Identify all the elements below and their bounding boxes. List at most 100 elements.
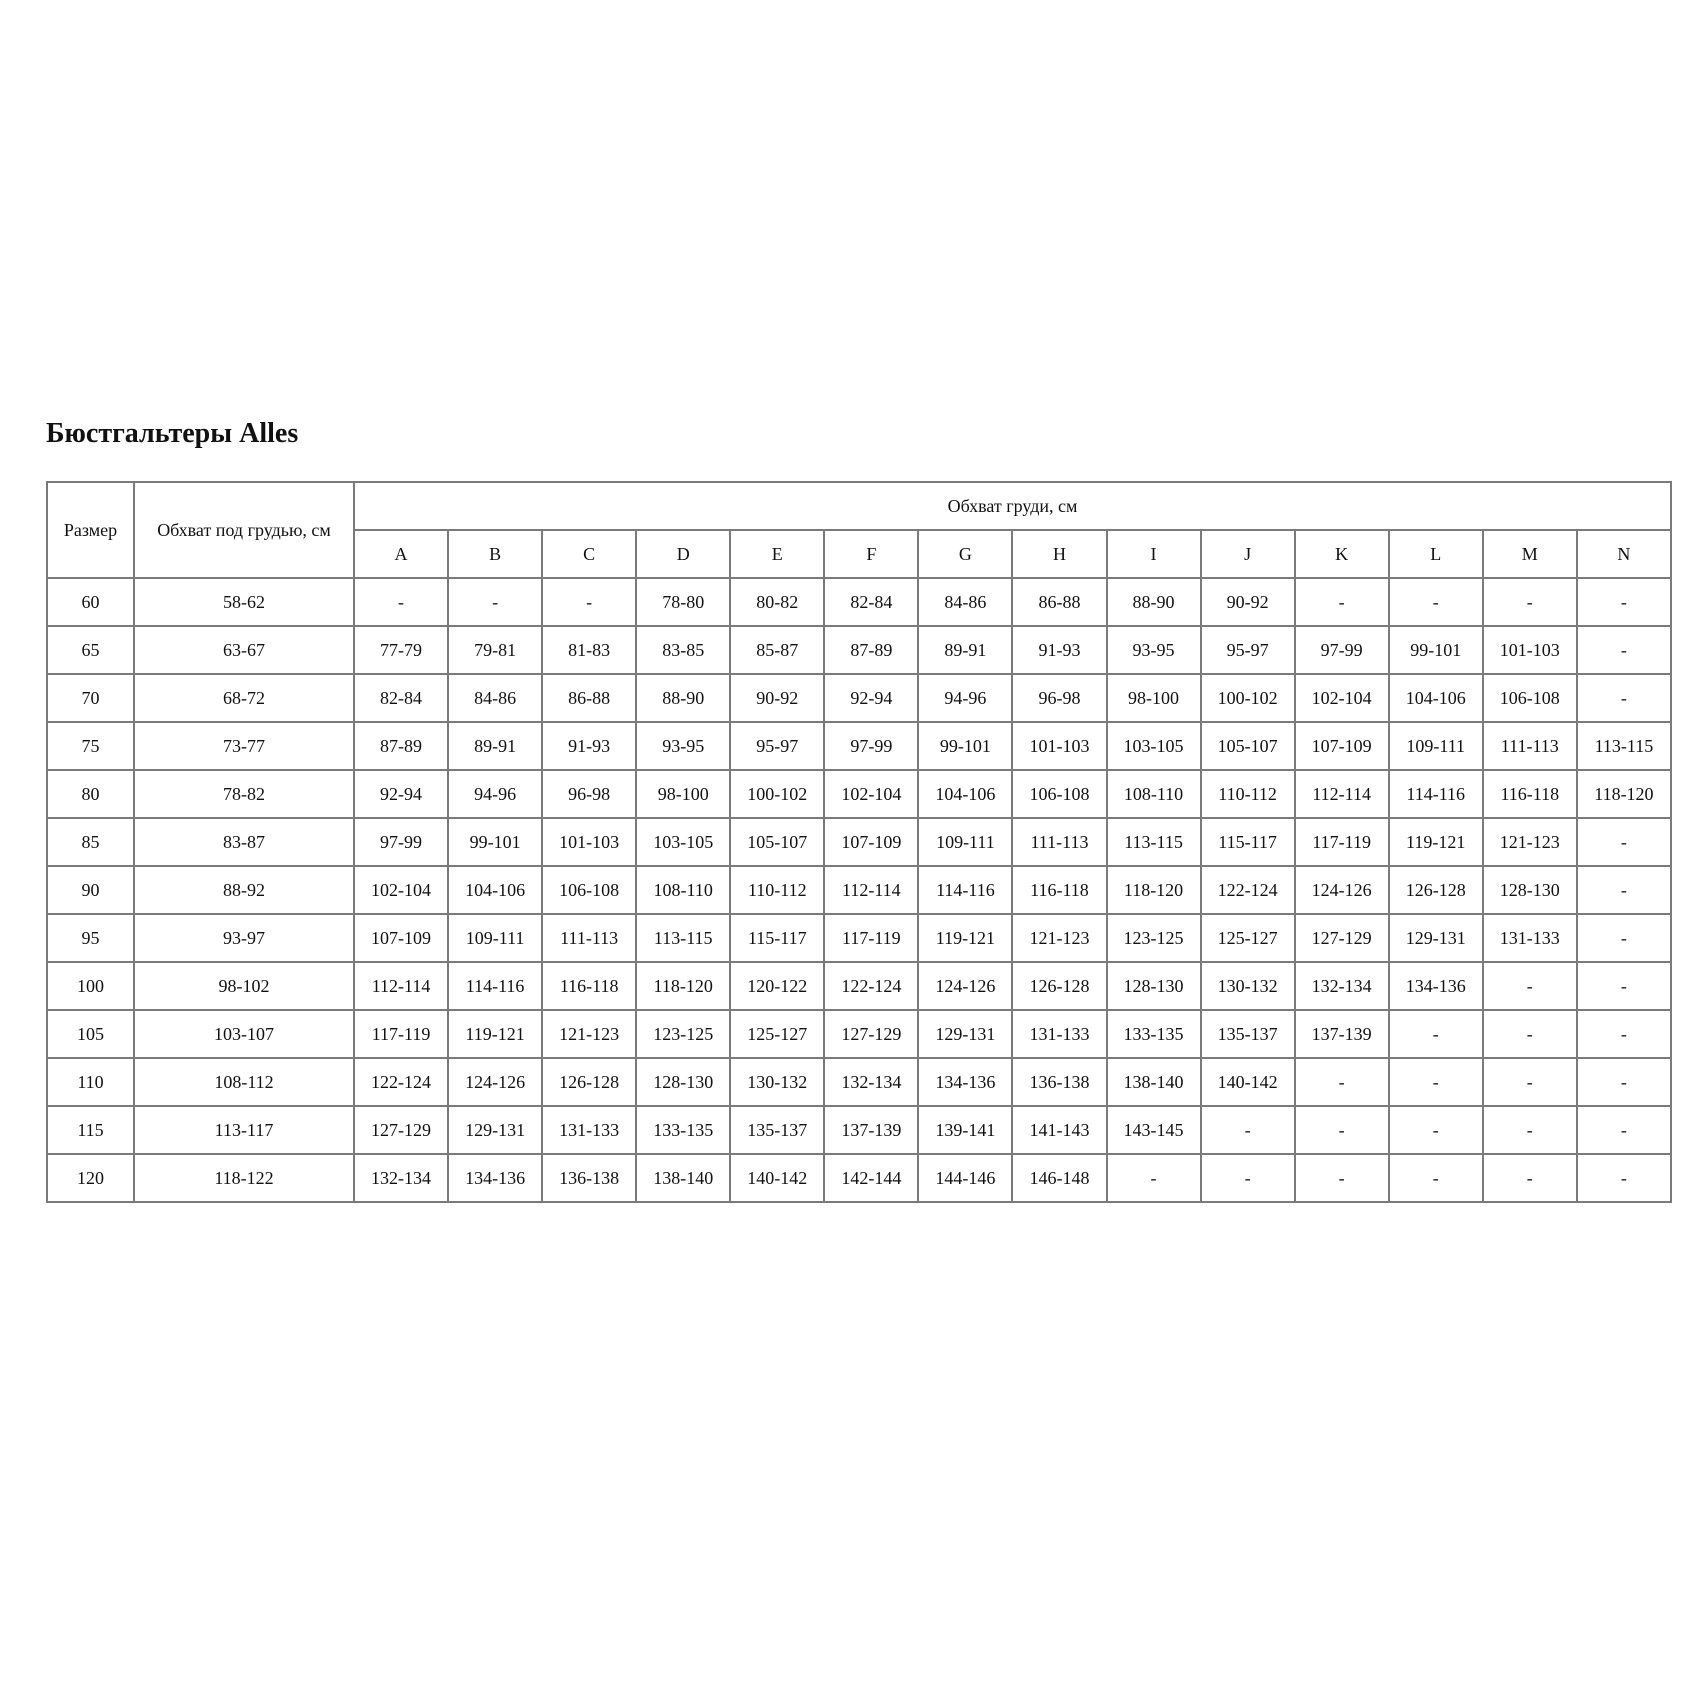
bust-cell: 84-86 (447, 673, 544, 723)
bust-cell: 89-91 (917, 625, 1014, 675)
size-cell: 90 (46, 865, 135, 915)
bust-cell: 92-94 (352, 769, 450, 819)
bust-cell: 78-80 (635, 577, 732, 627)
size-cell: 75 (46, 721, 135, 771)
size-cell: 60 (46, 577, 135, 627)
header-cup: K (1293, 529, 1390, 579)
bust-cell: 83-85 (635, 625, 732, 675)
underbust-cell: 113-117 (133, 1105, 355, 1155)
table-row: 85 83-87 97-99 99-101 101-103 103-105 105-107 1… (46, 817, 1673, 867)
header-cup: I (1105, 529, 1202, 579)
bust-cell: 132-134 (352, 1153, 450, 1203)
header-cup: E (729, 529, 826, 579)
bust-cell: 113-115 (635, 913, 732, 963)
bust-cell: 135-137 (1199, 1009, 1296, 1059)
header-cup: D (635, 529, 732, 579)
bust-cell: 97-99 (823, 721, 920, 771)
bust-cell: 121-123 (541, 1009, 638, 1059)
table-row: 120 118-122 132-134 134-136 136-138 138-140 14… (46, 1153, 1673, 1203)
bust-cell: 123-125 (635, 1009, 732, 1059)
bust-cell: 104-106 (1387, 673, 1484, 723)
bust-cell: 122-124 (1199, 865, 1296, 915)
header-cup: C (541, 529, 638, 579)
bust-cell: 137-139 (823, 1105, 920, 1155)
bust-cell: 138-140 (1105, 1057, 1202, 1107)
table-row: 70 68-72 82-84 84-86 86-88 88-90 90-92 92-94 94-… (46, 673, 1673, 723)
bust-cell: - (1575, 577, 1673, 627)
size-table: Размер Обхват под грудью, см Обхват груд… (46, 481, 1673, 1203)
bust-cell: 127-129 (1293, 913, 1390, 963)
bust-cell: 116-118 (541, 961, 638, 1011)
bust-cell: 111-113 (1011, 817, 1108, 867)
bust-cell: - (1199, 1153, 1296, 1203)
bust-cell: 97-99 (1293, 625, 1390, 675)
underbust-cell: 58-62 (133, 577, 355, 627)
bust-cell: 128-130 (1481, 865, 1578, 915)
bust-cell: 116-118 (1481, 769, 1578, 819)
bust-cell: 142-144 (823, 1153, 920, 1203)
table-row: 65 63-67 77-79 79-81 81-83 83-85 85-87 87-89 89-… (46, 625, 1673, 675)
bust-cell: - (1481, 1153, 1578, 1203)
bust-cell: - (1575, 961, 1673, 1011)
bust-cell: 133-135 (635, 1105, 732, 1155)
size-cell: 100 (46, 961, 135, 1011)
table-row: 60 58-62- - -78-80 80-82 82-84 84-86 86-88 88-90… (46, 577, 1673, 627)
bust-cell: - (1293, 1105, 1390, 1155)
bust-cell: 119-121 (447, 1009, 544, 1059)
bust-cell: - (1293, 1153, 1390, 1203)
bust-cell: - (1575, 865, 1673, 915)
bust-cell: 92-94 (823, 673, 920, 723)
table-row: 90 88-92 102-104 104-106 106-108 108-110 110-1… (46, 865, 1673, 915)
bust-cell: 113-115 (1105, 817, 1202, 867)
underbust-cell: 118-122 (133, 1153, 355, 1203)
bust-cell: 98-100 (1105, 673, 1202, 723)
bust-cell: 133-135 (1105, 1009, 1202, 1059)
bust-cell: 136-138 (1011, 1057, 1108, 1107)
bust-cell: 115-117 (1199, 817, 1296, 867)
bust-cell: 111-113 (1481, 721, 1578, 771)
bust-cell: 103-105 (635, 817, 732, 867)
table-row: 80 78-82 92-94 94-96 96-98 98-100 100-102 102-1… (46, 769, 1673, 819)
bust-cell: 132-134 (823, 1057, 920, 1107)
bust-cell: 139-141 (917, 1105, 1014, 1155)
bust-cell: 88-90 (1105, 577, 1202, 627)
bust-cell: 94-96 (447, 769, 544, 819)
bust-cell: - (1481, 1057, 1578, 1107)
bust-cell: 129-131 (1387, 913, 1484, 963)
bust-cell: 136-138 (541, 1153, 638, 1203)
bust-cell: - (541, 577, 638, 627)
bust-cell: 134-136 (447, 1153, 544, 1203)
header-row: Размер Обхват под грудью, см Обхват груд… (46, 481, 1672, 579)
table-row: 100 98-102 112-114 114-116 116-118 118-120 120… (46, 961, 1673, 1011)
bust-cell: 124-126 (917, 961, 1014, 1011)
bust-cell: 130-132 (1199, 961, 1296, 1011)
bust-cell: 113-115 (1575, 721, 1673, 771)
bust-cell: 102-104 (352, 865, 450, 915)
bust-cell: - (1575, 1009, 1673, 1059)
bust-cell: 109-111 (917, 817, 1014, 867)
underbust-cell: 63-67 (133, 625, 355, 675)
bust-cell: 112-114 (823, 865, 920, 915)
bust-cell: 97-99 (352, 817, 450, 867)
bust-cell: 118-120 (1575, 769, 1673, 819)
header-cup: G (917, 529, 1014, 579)
bust-cell: 121-123 (1011, 913, 1108, 963)
bust-cell: 117-119 (823, 913, 920, 963)
bust-cell: 102-104 (823, 769, 920, 819)
size-cell: 110 (46, 1057, 135, 1107)
bust-cell: 107-109 (352, 913, 450, 963)
bust-cell: 141-143 (1011, 1105, 1108, 1155)
bust-cell: 104-106 (447, 865, 544, 915)
bust-cell: 116-118 (1011, 865, 1108, 915)
header-cup: J (1199, 529, 1296, 579)
bust-cell: - (1199, 1105, 1296, 1155)
bust-cell: 124-126 (1293, 865, 1390, 915)
bust-cell: 125-127 (1199, 913, 1296, 963)
bust-cell: 106-108 (1011, 769, 1108, 819)
bust-cell: 91-93 (1011, 625, 1108, 675)
bust-cell: 135-137 (729, 1105, 826, 1155)
bust-cell: 118-120 (635, 961, 732, 1011)
header-cup: H (1011, 529, 1108, 579)
bust-cell: 114-116 (1387, 769, 1484, 819)
bust-cell: 129-131 (917, 1009, 1014, 1059)
